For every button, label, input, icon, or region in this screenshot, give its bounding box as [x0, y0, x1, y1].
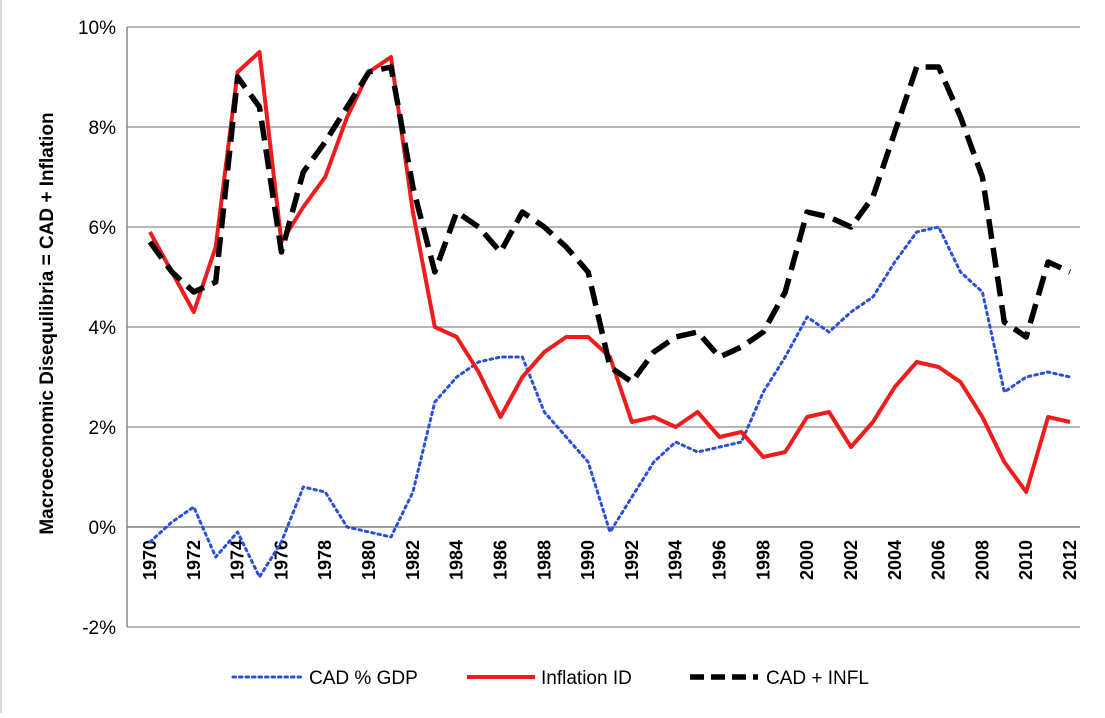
- x-tick-label: 1970: [140, 540, 160, 580]
- legend-label-cad-infl: CAD + INFL: [766, 668, 869, 689]
- x-tick-label: 1978: [315, 540, 335, 580]
- y-tick-label: 4%: [89, 318, 117, 339]
- x-tick-label: 1982: [403, 540, 423, 580]
- y-tick-label: 8%: [89, 118, 117, 139]
- x-tick-label: 2000: [797, 540, 817, 580]
- x-tick-label: 1996: [710, 540, 730, 580]
- y-axis-title: Macroeconomic Disequilibria = CAD + Infl…: [37, 112, 58, 534]
- series-lines: [150, 52, 1070, 577]
- y-tick-label: 6%: [89, 218, 117, 239]
- x-tick-label: 1988: [534, 540, 554, 580]
- x-tick-label: 2006: [929, 540, 949, 580]
- x-tick-labels: 1970 1972 1974 1976 1978 1980 1982 1984 1986 1988…: [140, 540, 1080, 580]
- x-tick-label: 1994: [666, 540, 686, 580]
- y-tick-label: 10%: [78, 18, 116, 39]
- legend-label-cad-gdp: CAD % GDP: [309, 668, 418, 689]
- y-tick-labels: -2% 0% 2% 4% 6% 8% 10%: [78, 18, 116, 639]
- x-tick-label: 1980: [359, 540, 379, 580]
- legend: CAD % GDP Inflation ID CAD + INFL: [233, 668, 869, 689]
- y-tick-label: 0%: [89, 518, 117, 539]
- x-tick-label: 2010: [1016, 540, 1036, 580]
- legend-label-inflation-id: Inflation ID: [541, 668, 632, 689]
- y-tick-label: -2%: [82, 618, 116, 639]
- x-tick-label: 1998: [753, 540, 773, 580]
- x-tick-label: 1986: [490, 540, 510, 580]
- y-tick-label: 2%: [89, 418, 117, 439]
- x-tick-label: 2002: [841, 540, 861, 580]
- x-tick-label: 2012: [1060, 540, 1080, 580]
- series-line-inflation-id: [150, 52, 1070, 492]
- x-tick-label: 1992: [622, 540, 642, 580]
- x-tick-label: 2008: [972, 540, 992, 580]
- x-tick-label: 1976: [271, 540, 291, 580]
- x-tick-label: 1984: [447, 540, 467, 580]
- series-line-cad-infl: [150, 67, 1070, 382]
- x-tick-label: 2004: [885, 540, 905, 580]
- series-line-cad-gdp: [150, 227, 1070, 577]
- x-tick-label: 1972: [184, 540, 204, 580]
- x-tick-label: 1990: [578, 540, 598, 580]
